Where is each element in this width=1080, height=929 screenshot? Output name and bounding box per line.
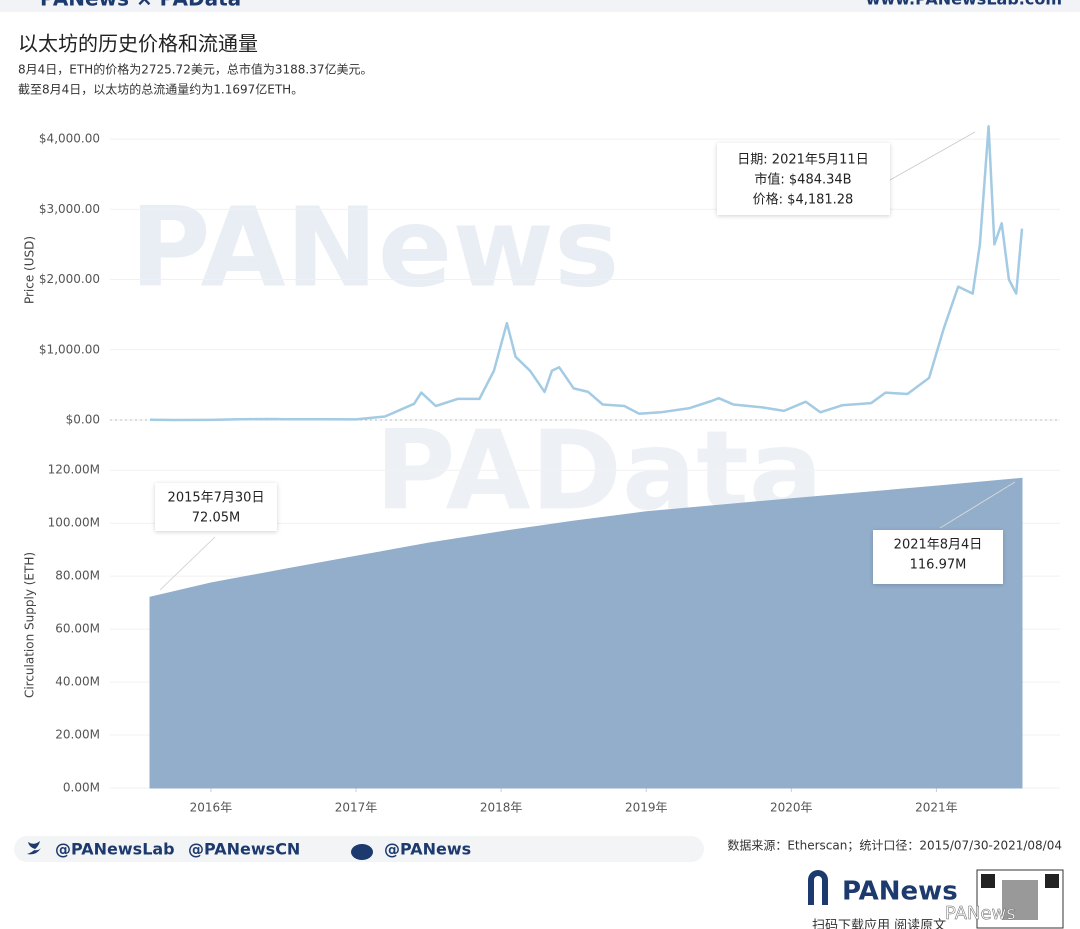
- leader: [159, 536, 216, 591]
- qr-caption: 扫码下载应用 阅读原文: [812, 918, 946, 929]
- annotation-box: [155, 483, 277, 531]
- x-tick-label: 2021年: [915, 801, 958, 815]
- leader: [939, 481, 1016, 529]
- y-tick-label: 40.00M: [55, 675, 100, 689]
- annotation-box: [873, 530, 1003, 584]
- y-tick-label: 20.00M: [55, 728, 100, 742]
- annotation: 116.97M: [910, 558, 967, 573]
- logo-icon: [808, 870, 828, 905]
- source: 数据来源：Etherscan；统计口径：2015/07/30-2021/08/0…: [727, 838, 1062, 853]
- x-tick-label: 2018年: [480, 801, 523, 815]
- twitter-icon: [27, 841, 41, 855]
- watermark: PANews: [130, 183, 619, 311]
- annotation: 72.05M: [192, 511, 240, 526]
- leader: [889, 131, 976, 181]
- y-tick-label: 100.00M: [48, 516, 100, 530]
- subtitle: 截至8月4日，以太坊的总流通量约为1.1697亿ETH。: [18, 82, 303, 97]
- header-bar: [0, 0, 1080, 12]
- y-tick-label: $3,000.00: [39, 202, 100, 216]
- y-axis-label: Circulation Supply (ETH): [23, 552, 37, 698]
- y-tick-label: $2,000.00: [39, 272, 100, 286]
- weibo-icon: [351, 844, 373, 860]
- handle: @PANewsCN: [188, 840, 300, 859]
- x-tick-label: 2020年: [770, 801, 813, 815]
- x-tick-label: 2019年: [625, 801, 668, 815]
- x-tick-label: 2017年: [335, 801, 378, 815]
- annotation: 日期: 2021年5月11日: [737, 153, 868, 168]
- logo: PANews: [842, 877, 958, 907]
- annotation: 2021年8月4日: [894, 538, 983, 553]
- handle: @PANewsLab: [55, 840, 175, 859]
- header-brand: PANews × PAData: [40, 0, 241, 11]
- header-site: www.PANewsLab.com: [866, 0, 1062, 9]
- y-axis-label: Price (USD): [23, 236, 37, 304]
- price-line: [149, 125, 1024, 422]
- annotation: 市值: $484.34B: [754, 172, 851, 188]
- annotation-box: [717, 143, 890, 215]
- y-tick-label: 60.00M: [55, 622, 100, 636]
- y-tick-label: 120.00M: [48, 463, 100, 477]
- y-tick-label: $1,000.00: [39, 342, 100, 356]
- y-tick-label: $0.00: [66, 413, 100, 427]
- supply-area: [149, 477, 1023, 789]
- y-tick-label: $4,000.00: [39, 132, 100, 146]
- y-tick-label: 80.00M: [55, 569, 100, 583]
- wechat-watermark: PANews: [945, 903, 1016, 924]
- y-tick-label: 0.00M: [63, 781, 100, 795]
- qr-code: [976, 869, 1064, 929]
- annotation: 价格: $4,181.28: [753, 192, 854, 208]
- x-tick-label: 2016年: [190, 801, 233, 815]
- annotation: 2015年7月30日: [168, 491, 265, 506]
- subtitle: 8月4日，ETH的价格为2725.72美元，总市值为3188.37亿美元。: [18, 62, 372, 77]
- title: 以太坊的历史价格和流通量: [18, 32, 258, 56]
- handle: @PANews: [384, 840, 471, 859]
